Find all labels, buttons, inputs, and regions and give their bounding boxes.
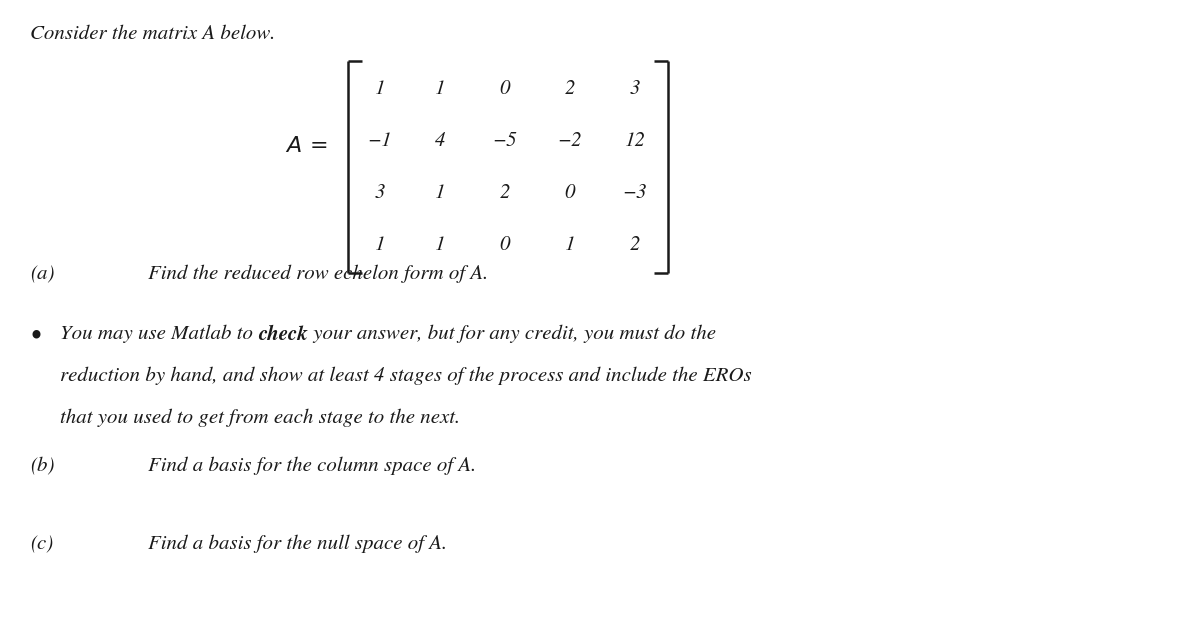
Text: Consider the matrix A below.: Consider the matrix A below. [30,25,276,43]
Text: 4: 4 [434,132,445,150]
Text: 1: 1 [374,80,385,98]
Text: 1: 1 [434,184,445,202]
Text: Find the reduced row echelon form of A.: Find the reduced row echelon form of A. [148,265,488,283]
Text: 3: 3 [630,80,641,98]
Text: 1: 1 [434,80,445,98]
Text: 12: 12 [624,132,646,150]
Text: 2: 2 [630,236,641,254]
Text: $A\,=$: $A\,=$ [286,137,328,157]
Text: 0: 0 [499,80,510,98]
Text: Find a basis for the null space of A.: Find a basis for the null space of A. [148,535,448,553]
Text: −2: −2 [558,132,582,150]
Text: −3: −3 [623,184,647,202]
Text: You may use Matlab to: You may use Matlab to [60,325,258,344]
Text: that you used to get from each stage to the next.: that you used to get from each stage to … [60,409,461,427]
Text: 2: 2 [499,184,510,202]
Text: −5: −5 [493,132,517,150]
Text: 0: 0 [565,184,575,202]
Text: reduction by hand, and show at least 4 stages of the process and include the ERO: reduction by hand, and show at least 4 s… [60,367,751,385]
Text: •: • [30,325,41,345]
Text: your answer, but for any credit, you must do the: your answer, but for any credit, you mus… [308,325,716,344]
Text: −1: −1 [367,132,392,150]
Text: 2: 2 [565,80,575,98]
Text: check: check [258,325,308,344]
Text: 1: 1 [434,236,445,254]
Text: 0: 0 [499,236,510,254]
Text: 1: 1 [565,236,575,254]
Text: 3: 3 [374,184,385,202]
Text: Find a basis for the column space of A.: Find a basis for the column space of A. [148,457,476,476]
Text: (c): (c) [30,535,53,553]
Text: (a): (a) [30,265,54,283]
Text: (b): (b) [30,457,54,476]
Text: 1: 1 [374,236,385,254]
